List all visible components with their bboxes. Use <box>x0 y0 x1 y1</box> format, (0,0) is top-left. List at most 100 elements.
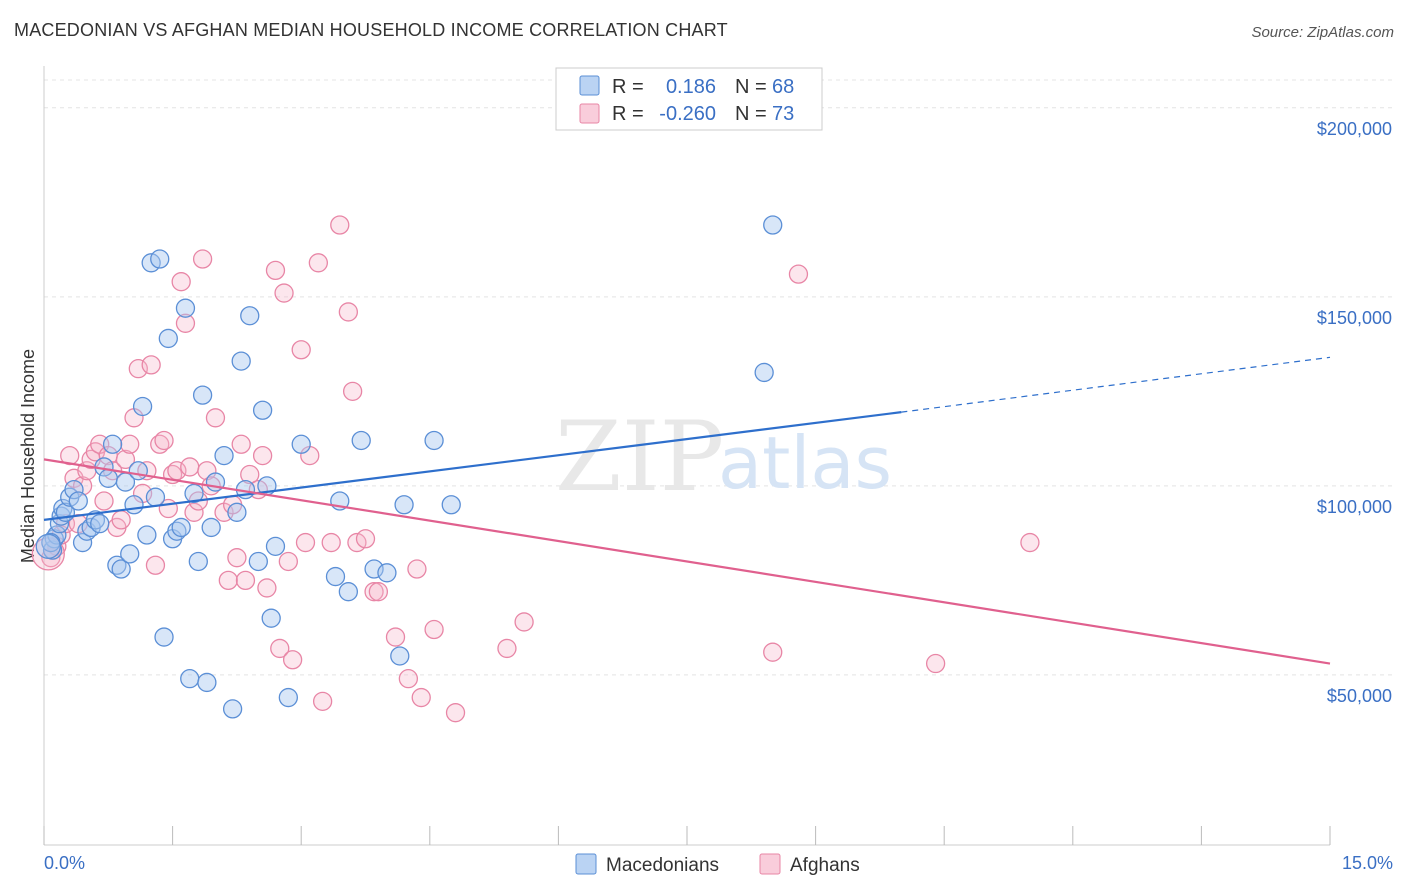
watermark: ZIP atlas <box>555 401 892 513</box>
afghan-point <box>60 445 80 466</box>
macedonian-point <box>265 536 286 556</box>
afghan-point <box>291 340 311 360</box>
afghan-point <box>115 449 136 470</box>
afghan-point <box>342 381 363 401</box>
legend-n-label-2: N = <box>735 103 767 125</box>
afghan-point <box>321 532 341 553</box>
legend-r-label-2: R = <box>612 103 644 125</box>
afghan-point <box>925 653 946 674</box>
macedonian-point <box>68 491 88 511</box>
legend-n-value-2: 73 <box>772 103 794 125</box>
macedonian-point <box>325 566 346 587</box>
macedonian-point <box>98 468 118 488</box>
macedonian-point <box>390 646 410 666</box>
macedonian-point <box>64 479 84 500</box>
macedonian-point <box>72 532 93 553</box>
macedonian-point <box>120 544 140 564</box>
afghan-point <box>94 491 114 511</box>
macedonian-point <box>394 495 414 515</box>
afghan-point <box>180 457 200 477</box>
afghan-point <box>231 434 251 454</box>
macedonian-point <box>128 461 148 481</box>
macedonian-point <box>291 434 311 454</box>
macedonian-point <box>47 525 67 545</box>
axes <box>43 66 1331 846</box>
afghan-point <box>282 650 303 670</box>
bottom-legend-swatch-afghan <box>759 853 781 875</box>
macedonian-point <box>240 306 260 326</box>
afghan-point <box>141 355 161 375</box>
y-tick-label: $100,000 <box>1317 497 1392 517</box>
y-tick-label: $150,000 <box>1317 308 1392 328</box>
afghan-point <box>278 551 298 572</box>
afghan-point <box>154 430 174 451</box>
macedonian-trend-extension <box>901 356 1331 413</box>
afghan-point <box>265 260 286 281</box>
afghan-point <box>218 570 238 591</box>
afghan-point <box>227 548 247 568</box>
macedonian-point <box>154 627 174 647</box>
chart-title: MACEDONIAN VS AFGHAN MEDIAN HOUSEHOLD IN… <box>14 20 728 40</box>
macedonian-point <box>261 608 281 628</box>
macedonian-point <box>188 551 208 572</box>
y-tick-label: $50,000 <box>1327 686 1392 706</box>
macedonian-point <box>90 514 110 534</box>
afghan-point <box>411 687 431 708</box>
legend-r-value-2: -0.260 <box>659 103 716 125</box>
macedonian-point-large <box>35 533 61 559</box>
afghan-point <box>175 313 196 333</box>
macedonian-point <box>180 669 200 689</box>
macedonian-point <box>171 517 191 538</box>
afghan-point <box>385 627 406 647</box>
macedonian-point <box>214 445 234 466</box>
macedonian-point <box>248 551 268 572</box>
x-tick-labels: 0.0% 15.0% <box>44 853 1393 873</box>
macedonian-point <box>424 430 444 451</box>
macedonian-point <box>351 430 371 451</box>
afghan-point <box>145 555 166 575</box>
afghan-point <box>312 691 333 711</box>
afghan-point <box>368 582 389 602</box>
afghan-point <box>257 578 277 598</box>
macedonian-point <box>192 385 213 405</box>
afghan-points <box>31 215 1040 723</box>
afghan-point <box>497 638 517 659</box>
macedonian-point <box>231 351 251 371</box>
afghan-point <box>240 464 260 485</box>
afghan-point <box>398 669 419 689</box>
macedonian-point <box>222 699 243 719</box>
bottom-legend-swatch-macedonian <box>575 853 597 875</box>
afghan-point <box>1020 532 1040 553</box>
macedonian-point <box>252 400 273 420</box>
watermark-zip: ZIP <box>555 401 724 513</box>
macedonian-point <box>145 487 166 507</box>
bottom-legend-label-macedonian: Macedonians <box>606 855 719 876</box>
macedonian-point <box>763 215 783 235</box>
afghan-point <box>788 264 809 284</box>
afghan-point <box>120 434 140 454</box>
macedonian-point <box>754 362 774 383</box>
afghan-point <box>355 529 376 549</box>
afghan-point <box>445 703 466 723</box>
legend-swatch-macedonian <box>579 75 600 96</box>
afghan-point <box>235 570 256 591</box>
afghan-point <box>270 638 290 659</box>
legend-box <box>555 67 823 131</box>
macedonian-point <box>227 502 247 522</box>
macedonian-point <box>201 517 221 538</box>
afghan-point <box>330 215 350 235</box>
y-tick-labels: $50,000 $100,000 $150,000 $200,000 <box>1317 119 1392 706</box>
legend-r-value-1: 0.186 <box>666 76 716 98</box>
macedonian-point <box>377 563 397 583</box>
macedonian-point <box>137 525 157 545</box>
macedonian-point <box>102 434 123 454</box>
macedonian-point <box>124 495 144 515</box>
legend-swatch-afghan <box>579 103 600 124</box>
afghan-point <box>192 249 213 269</box>
macedonian-trend-line <box>43 411 902 521</box>
legend-n-value-1: 68 <box>772 76 794 98</box>
afghan-point <box>514 612 534 632</box>
afghan-point <box>171 272 191 292</box>
legend-top: R = 0.186 N = 68 R = -0.260 N = 73 <box>555 67 823 131</box>
afghan-point <box>184 502 204 522</box>
